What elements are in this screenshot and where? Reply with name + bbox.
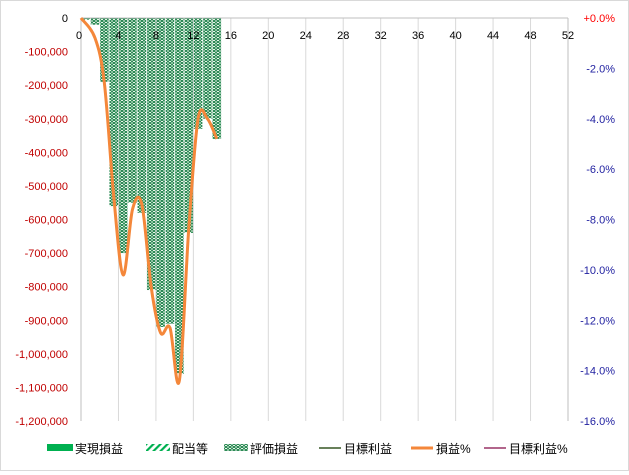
y-left-tick-label: -500,000 (25, 181, 68, 193)
y-right-tick-label: -6.0% (586, 164, 615, 176)
bar-3 (109, 18, 119, 207)
y-right-tick-label: -16.0% (580, 416, 615, 428)
legend-swatch-solid (47, 444, 73, 451)
y-left-tick-label: -300,000 (25, 114, 68, 126)
bar-7 (146, 18, 156, 291)
y-right-tick-labels: +0.0% -2.0% -4.0% -6.0% -8.0% -10.0% -12.0% -14… (580, 13, 615, 428)
line-series (79, 17, 219, 385)
bar-4 (118, 18, 128, 254)
y-right-tick-label: -14.0% (580, 366, 615, 378)
bar-10 (175, 18, 184, 374)
bar-6 (137, 18, 147, 213)
x-tick-label: 40 (449, 30, 461, 42)
y-right-tick-label: -8.0% (586, 215, 615, 227)
x-tick-label: 24 (300, 30, 312, 42)
legend-label: 目標利益 (344, 442, 392, 456)
axes (80, 17, 569, 421)
x-tick-label: 36 (412, 30, 424, 42)
legend: 実現損益 配当等 評価損益 目標利益 損益% 目標利益% (47, 441, 568, 456)
bar-13 (203, 18, 212, 119)
y-right-tick-label: -4.0% (586, 114, 615, 126)
bar-14 (212, 18, 222, 139)
legend-label: 目標利益% (509, 442, 568, 456)
y-left-tick-label: 0 (62, 13, 68, 25)
x-tick-labels: 0 4 8 12 16 20 24 28 32 36 40 44 48 52 (76, 30, 574, 42)
bar-2 (100, 18, 109, 82)
y-left-tick-label: -1,100,000 (15, 382, 68, 394)
y-left-tick-label: -200,000 (25, 80, 68, 92)
bar-0 (81, 18, 90, 20)
bar-1 (90, 18, 100, 25)
y-right-tick-label: +0.0% (584, 13, 616, 25)
x-tick-label: 16 (225, 30, 237, 42)
x-tick-label: 44 (487, 30, 499, 42)
x-tick-label: 52 (562, 30, 574, 42)
y-left-tick-labels: 0 -100,000 -200,000 -300,000 -400,000 -500,00… (15, 13, 68, 428)
legend-label: 損益% (436, 441, 471, 456)
x-tick-label: 8 (153, 30, 159, 42)
bar-12 (193, 18, 203, 129)
y-left-tick-label: -700,000 (25, 248, 68, 260)
y-right-tick-label: -2.0% (586, 63, 615, 75)
y-left-tick-label: -100,000 (25, 47, 68, 59)
y-right-tick-label: -10.0% (580, 265, 615, 277)
legend-swatch-hatch (146, 444, 170, 451)
y-left-tick-label: -400,000 (25, 147, 68, 159)
y-left-tick-label: -1,200,000 (15, 416, 68, 428)
y-left-tick-label: -600,000 (25, 215, 68, 227)
x-tick-label: 12 (187, 30, 199, 42)
y-left-tick-label: -1,000,000 (15, 349, 68, 361)
legend-label: 配当等 (172, 442, 208, 456)
legend-label: 評価損益 (250, 441, 298, 456)
x-tick-label: 28 (337, 30, 349, 42)
legend-label: 実現損益 (75, 441, 123, 456)
series-line-4 (79, 17, 219, 385)
bar-9 (165, 18, 175, 324)
bar-series (81, 18, 222, 374)
bar-5 (128, 18, 137, 203)
y-left-tick-label: -900,000 (25, 315, 68, 327)
y-left-tick-label: -800,000 (25, 282, 68, 294)
bar-8 (156, 18, 165, 327)
x-tick-label: 20 (262, 30, 274, 42)
x-tick-label: 0 (76, 30, 82, 42)
y-right-tick-label: -12.0% (580, 315, 615, 327)
bar-11 (184, 18, 194, 233)
x-tick-label: 4 (115, 30, 121, 42)
x-tick-label: 32 (375, 30, 387, 42)
x-tick-label: 48 (524, 30, 536, 42)
legend-swatch-dots (224, 444, 248, 451)
